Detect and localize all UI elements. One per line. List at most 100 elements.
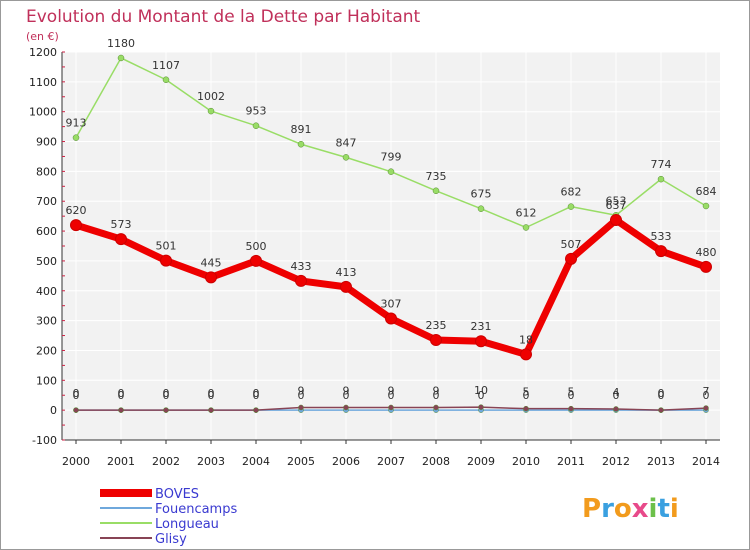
data-point xyxy=(250,254,262,267)
y-tick-label: 500 xyxy=(36,255,57,268)
data-label: 480 xyxy=(696,246,717,259)
data-label: 0 xyxy=(658,389,665,402)
x-tick-label: 2003 xyxy=(197,455,225,468)
data-point xyxy=(433,404,439,411)
data-label: 0 xyxy=(298,389,305,402)
data-label: 0 xyxy=(163,389,170,402)
data-label: 231 xyxy=(471,320,492,333)
y-tick-label: 1200 xyxy=(29,46,57,59)
data-point xyxy=(253,407,259,413)
logo-letter: i xyxy=(649,494,658,524)
data-point xyxy=(657,175,665,183)
y-tick-label: 600 xyxy=(36,225,57,238)
data-point xyxy=(655,245,667,258)
data-label: 637 xyxy=(606,199,627,212)
logo-letter: x xyxy=(632,494,649,524)
data-label: 1180 xyxy=(107,37,135,50)
data-label: 445 xyxy=(201,256,222,269)
data-label: 307 xyxy=(381,298,402,311)
legend-label: Glisy xyxy=(155,532,187,547)
y-tick-label: 900 xyxy=(36,136,57,149)
data-point xyxy=(160,254,172,267)
data-point xyxy=(565,252,577,265)
data-point xyxy=(702,202,710,210)
legend-item-glisy: Glisy xyxy=(100,532,187,547)
data-label: 774 xyxy=(651,158,672,171)
data-point xyxy=(205,271,217,284)
data-label: 500 xyxy=(246,240,267,253)
data-label: 4 xyxy=(613,386,620,399)
x-tick-label: 2009 xyxy=(467,455,495,468)
data-label: 0 xyxy=(73,387,80,400)
data-label: 5 xyxy=(523,386,530,399)
x-tick-label: 2008 xyxy=(422,455,450,468)
y-tick-label: 700 xyxy=(36,195,57,208)
data-point xyxy=(163,407,169,413)
y-tick-label: 400 xyxy=(36,285,57,298)
data-point xyxy=(703,405,709,411)
data-label: 5 xyxy=(568,386,575,399)
data-point xyxy=(115,233,127,246)
data-label: 7 xyxy=(703,385,710,398)
data-label: 0 xyxy=(253,387,260,400)
x-tick-label: 2002 xyxy=(152,455,180,468)
x-tick-label: 2012 xyxy=(602,455,630,468)
legend-item-boves: BOVES xyxy=(100,487,199,502)
data-point xyxy=(430,334,442,347)
series-layer xyxy=(70,54,712,413)
x-tick-label: 2014 xyxy=(692,455,720,468)
data-label: 9 xyxy=(388,384,395,397)
data-label: 0 xyxy=(478,389,485,402)
data-label: 0 xyxy=(658,387,665,400)
data-label: 413 xyxy=(336,266,357,279)
x-tick-label: 2006 xyxy=(332,455,360,468)
data-point xyxy=(432,187,440,195)
y-tick-label: 300 xyxy=(36,315,57,328)
logo-letter: P xyxy=(582,494,601,524)
data-point xyxy=(568,405,574,412)
logo-letter: o xyxy=(614,494,632,524)
data-point xyxy=(162,76,170,84)
data-label: 9 xyxy=(433,384,440,397)
legend-label: BOVES xyxy=(155,487,199,502)
y-tick-label: 200 xyxy=(36,344,57,357)
x-tick-label: 2004 xyxy=(242,455,270,468)
data-label: 9 xyxy=(298,384,305,397)
data-label: 0 xyxy=(343,389,350,402)
y-tick-label: 100 xyxy=(36,374,57,387)
x-tick-label: 2013 xyxy=(647,455,675,468)
legend-label: Longueau xyxy=(155,517,219,532)
y-tick-label: -100 xyxy=(32,434,57,447)
data-point xyxy=(610,214,622,227)
x-tick-label: 2000 xyxy=(62,455,90,468)
legend-item-fouencamps: Fouencamps xyxy=(100,502,237,517)
data-label: 0 xyxy=(118,389,125,402)
data-point xyxy=(658,407,664,413)
y-tick-label: 1100 xyxy=(29,76,57,89)
data-point xyxy=(72,134,80,141)
data-label: 0 xyxy=(613,389,620,402)
data-label: 501 xyxy=(156,240,177,253)
data-point xyxy=(343,404,349,411)
data-label: 533 xyxy=(651,230,672,243)
data-label: 620 xyxy=(66,204,87,217)
legend-label: Fouencamps xyxy=(155,502,237,517)
data-label: 0 xyxy=(163,387,170,400)
data-label: 612 xyxy=(516,206,537,219)
data-label: 0 xyxy=(388,389,395,402)
logo-text: Proxiti xyxy=(582,494,679,524)
y-tick-label: 800 xyxy=(36,165,57,178)
chart-subtitle: (en €) xyxy=(26,30,59,43)
data-label: 735 xyxy=(426,170,447,183)
chart-title: Evolution du Montant de la Dette par Hab… xyxy=(26,7,421,27)
data-label: 10 xyxy=(474,384,488,397)
data-label: 235 xyxy=(426,319,447,332)
data-point xyxy=(523,405,529,412)
data-point xyxy=(73,407,79,413)
legend-item-longueau: Longueau xyxy=(100,517,219,532)
data-label: 0 xyxy=(523,389,530,402)
data-point xyxy=(477,205,485,212)
data-label: 1107 xyxy=(152,59,180,72)
